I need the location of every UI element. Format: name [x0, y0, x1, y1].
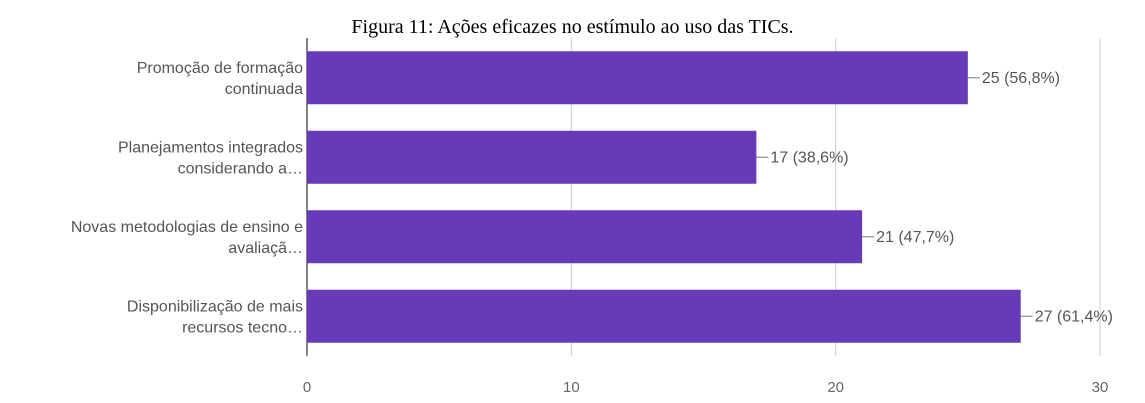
category-label: Disponibilização de mais recursos tecno… — [127, 298, 303, 336]
data-label: 17 (38,6%) — [770, 149, 848, 166]
x-tick-label: 30 — [1092, 379, 1109, 396]
category-label: Promoção de formação continuada — [137, 60, 303, 98]
figure-caption: Figura 11: Ações eficazes no estímulo ao… — [351, 16, 794, 38]
data-label: 25 (56,8%) — [982, 70, 1060, 87]
chart-labels: 0 10 20 30 Promoção de formação continuada 25 … — [71, 60, 1113, 396]
data-label: 21 (47,7%) — [876, 229, 954, 246]
x-tick-label: 20 — [827, 379, 844, 396]
chart-bars — [307, 51, 1021, 343]
x-tick-label: 10 — [563, 379, 580, 396]
x-tick-label: 0 — [303, 379, 311, 396]
bar — [307, 289, 1021, 343]
category-label: Novas metodologias de ensino e avaliaçã… — [71, 219, 303, 257]
category-label: Planejamentos integrados considerando a… — [118, 139, 303, 177]
data-label: 27 (61,4%) — [1035, 308, 1113, 325]
bar — [307, 130, 757, 184]
bar — [307, 51, 968, 105]
bar — [307, 210, 863, 264]
